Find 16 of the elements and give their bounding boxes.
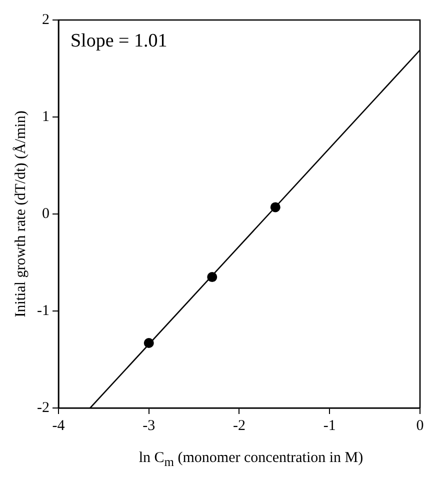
x-axis-title: ln C$_{m}$ (monomer concentration in M) — [138, 450, 364, 470]
y-tick-label: 2 — [42, 12, 50, 28]
x-tick-label: -2 — [233, 418, 246, 434]
point — [207, 272, 218, 282]
point — [144, 338, 154, 348]
y-tick-label: 1 — [42, 108, 50, 125]
x-tick-label: -1 — [323, 418, 336, 434]
y-tick-label: -1 — [36, 302, 50, 319]
annotation: Slope = 1.01 — [70, 30, 168, 52]
x-tick-label: 0 — [416, 418, 424, 434]
y-axis-title: Initial growth rate (dT/dt) (Å/min) — [12, 110, 29, 318]
x-tick-label: -3 — [142, 418, 156, 434]
point — [270, 202, 280, 212]
y-tick-label: -2 — [36, 400, 50, 416]
y-tick-label: 0 — [42, 206, 50, 222]
x-tick-label: -4 — [52, 418, 66, 434]
